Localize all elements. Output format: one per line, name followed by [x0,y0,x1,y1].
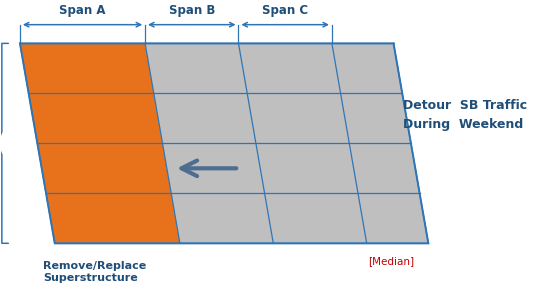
Text: Span C: Span C [262,4,308,17]
Polygon shape [265,193,366,243]
Polygon shape [341,93,411,143]
Polygon shape [358,193,429,243]
Polygon shape [145,43,247,93]
Polygon shape [247,93,349,143]
Polygon shape [37,143,171,193]
Text: [Median]: [Median] [368,256,414,266]
Polygon shape [349,143,419,193]
Polygon shape [171,193,273,243]
Text: Span B: Span B [169,4,215,17]
Polygon shape [46,193,180,243]
Text: Detour  SB Traffic
During  Weekend: Detour SB Traffic During Weekend [403,99,527,131]
Polygon shape [332,43,402,93]
Polygon shape [29,93,163,143]
Polygon shape [154,93,256,143]
Text: Span A: Span A [59,4,106,17]
Text: Remove/Replace
Superstructure: Remove/Replace Superstructure [43,260,147,283]
Polygon shape [256,143,358,193]
Polygon shape [239,43,341,93]
Polygon shape [20,43,154,93]
Polygon shape [163,143,265,193]
